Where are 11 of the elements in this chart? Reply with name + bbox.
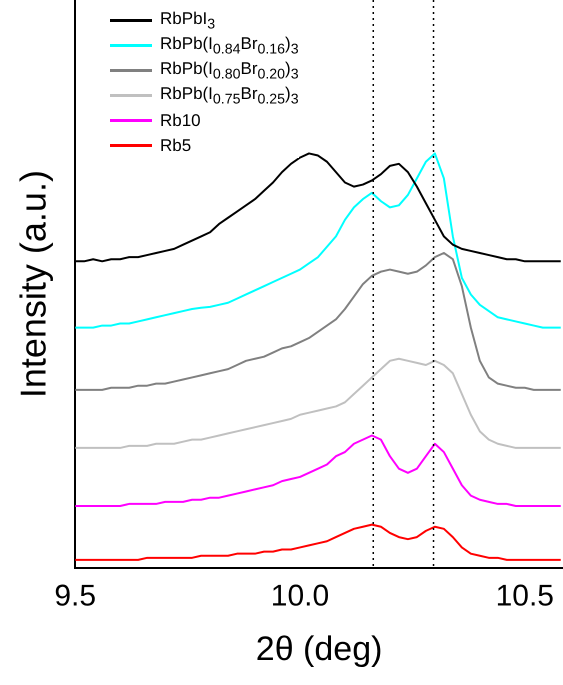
legend-label: RbPb(I$_{0.84}$Br$_{0.16}$)$_{3}$ [160, 34, 299, 58]
y-axis-title: Intensity (a.u.) [12, 170, 54, 398]
x-tick-label: 9.5 [54, 579, 96, 612]
legend-label: RbPb(I$_{0.75}$Br$_{0.25}$)$_{3}$ [160, 84, 299, 108]
legend-label: Rb10 [160, 110, 201, 130]
legend-label: RbPb(I$_{0.80}$Br$_{0.20}$)$_{3}$ [160, 58, 299, 82]
x-tick-label: 10.0 [270, 579, 330, 612]
legend-label: Rb5 [160, 136, 192, 156]
x-axis-title: 2θ (deg) [256, 630, 382, 668]
legend-label: RbPbI$_{3}$ [160, 8, 216, 32]
x-tick-label: 10.5 [496, 579, 554, 612]
